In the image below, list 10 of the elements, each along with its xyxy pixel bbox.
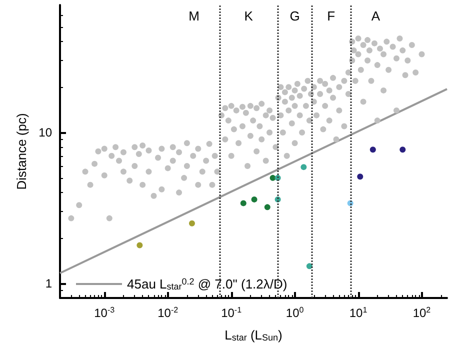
x-axis-title: Lstar (LSun) — [224, 328, 282, 342]
y-tick-label: 10 — [38, 126, 52, 140]
annotation: A — [371, 8, 380, 24]
annotation: F — [327, 8, 336, 24]
annotation: K — [244, 8, 254, 24]
annotation: M — [188, 8, 200, 24]
annotation: G — [290, 8, 300, 24]
y-axis-title: Distance (pc) — [14, 113, 29, 190]
y-tick-label: 1 — [45, 276, 52, 290]
legend-label: 45au Lstar0.2 @ 7.0" (1.2λ/D) — [127, 276, 288, 292]
